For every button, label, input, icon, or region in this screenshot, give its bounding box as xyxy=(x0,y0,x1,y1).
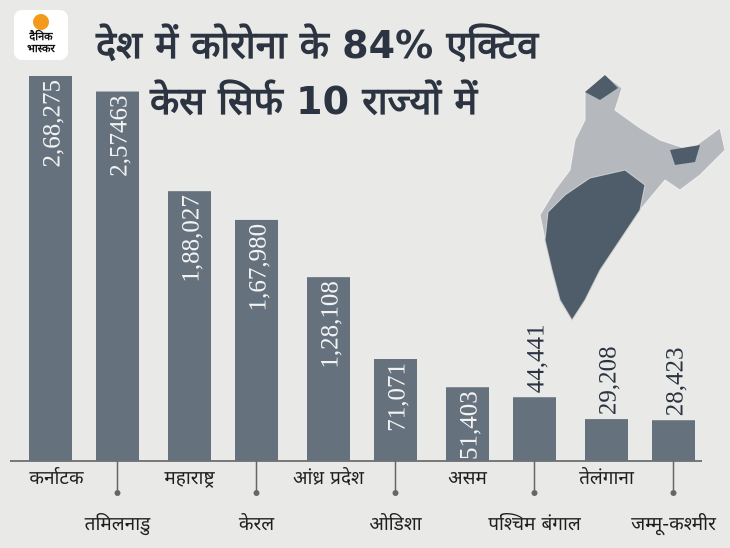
category-label: तेलंगाना xyxy=(579,466,635,489)
category-label: महाराष्ट्र xyxy=(164,467,215,489)
india-map xyxy=(539,74,726,321)
leader-dot xyxy=(253,490,260,496)
category-label: ओडिशा xyxy=(369,512,422,535)
title-line-1: देश में कोरोना के 84% एक्टिव xyxy=(96,23,539,67)
bar xyxy=(585,419,628,461)
value-label: 71,071 xyxy=(384,363,411,432)
value-label: 2,57463 xyxy=(106,96,133,177)
value-label: 1,88,027 xyxy=(178,195,205,282)
bar xyxy=(513,397,556,461)
bar xyxy=(446,387,489,461)
category-label: तमिलनाडु xyxy=(85,512,151,536)
category-label: जम्मू-कश्मीर xyxy=(631,512,717,536)
category-label: आंध्र प्रदेश xyxy=(293,466,365,489)
category-label: पश्चिम बंगाल xyxy=(488,512,582,535)
bar xyxy=(29,76,72,461)
value-label: 1,28,108 xyxy=(317,281,344,369)
leader-dot xyxy=(531,490,538,496)
bar xyxy=(374,359,417,461)
value-label: 51,403 xyxy=(456,391,483,460)
bar xyxy=(96,91,139,462)
dainik-bhaskar-logo: दैनिक भास्कर xyxy=(14,10,68,60)
bar xyxy=(307,277,350,461)
bar xyxy=(168,191,211,462)
value-label: 1,67,980 xyxy=(245,224,272,311)
bar xyxy=(235,219,278,461)
sun-icon xyxy=(33,14,49,30)
leader-dot xyxy=(670,490,677,496)
leader-dot xyxy=(392,490,399,496)
leader-dot xyxy=(114,490,121,496)
category-label: केरल xyxy=(239,512,275,535)
value-label: 44,441 xyxy=(523,324,550,393)
value-label: 29,208 xyxy=(595,346,622,415)
category-label: कर्नाटक xyxy=(29,466,84,489)
value-label: 28,423 xyxy=(662,347,689,416)
bar xyxy=(652,420,695,461)
value-label: 2,68,275 xyxy=(39,80,66,168)
title-line-2: केस सिर्फ 10 राज्यों में xyxy=(150,79,478,123)
category-label: असम xyxy=(448,467,487,489)
